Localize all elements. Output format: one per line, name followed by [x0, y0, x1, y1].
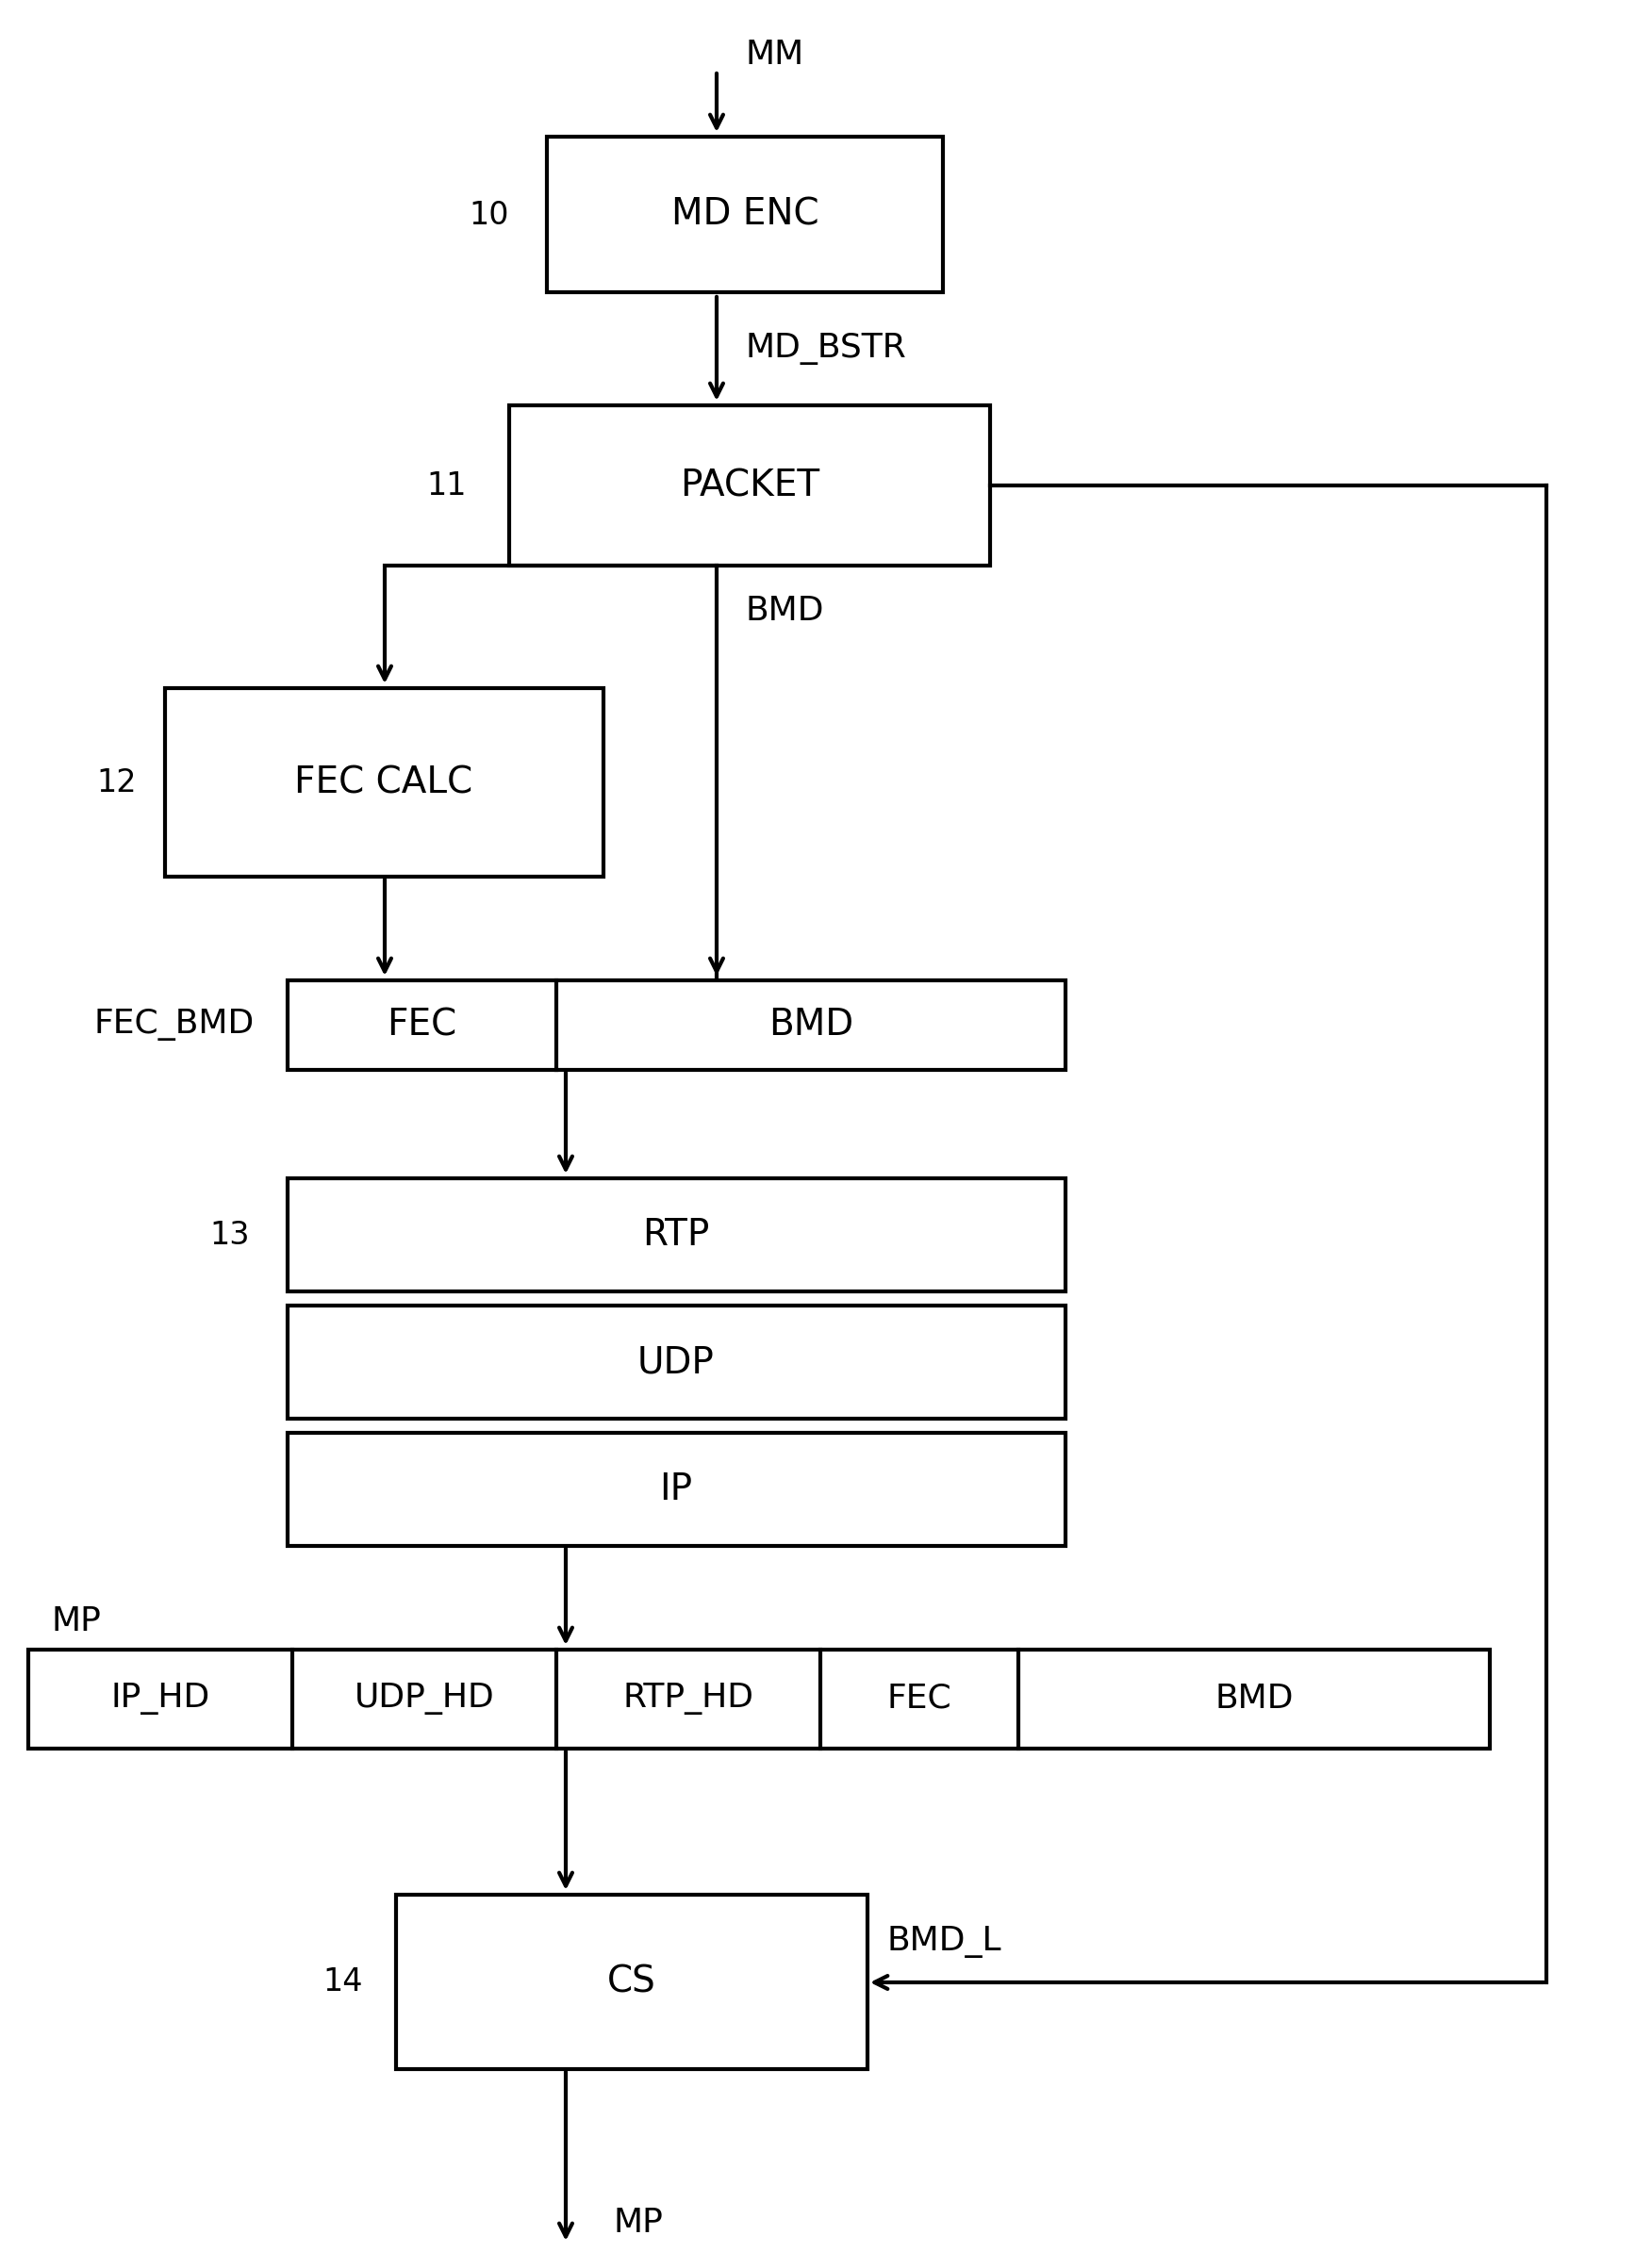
Bar: [287, 1179, 1066, 1290]
Text: 11: 11: [426, 469, 468, 501]
Text: CS: CS: [608, 1964, 656, 2000]
Text: MP: MP: [613, 2207, 662, 2239]
Text: 12: 12: [96, 767, 137, 798]
Text: MD_BSTR: MD_BSTR: [745, 333, 905, 365]
Text: IP_HD: IP_HD: [111, 1683, 210, 1715]
Bar: [287, 1306, 1066, 1420]
Text: UDP_HD: UDP_HD: [354, 1683, 494, 1715]
Text: RTP: RTP: [643, 1218, 710, 1252]
Text: RTP_HD: RTP_HD: [623, 1683, 753, 1715]
Bar: [28, 1649, 1490, 1749]
Text: BMD: BMD: [745, 594, 824, 626]
Bar: [287, 1433, 1066, 1547]
Text: IP: IP: [659, 1472, 692, 1508]
Bar: [287, 980, 1066, 1070]
Text: FEC CALC: FEC CALC: [294, 764, 472, 801]
Text: MM: MM: [745, 39, 803, 70]
Text: UDP: UDP: [638, 1345, 715, 1379]
Text: BMD: BMD: [768, 1007, 854, 1043]
Text: BMD_L: BMD_L: [887, 1926, 1001, 1957]
Bar: [547, 136, 943, 293]
Text: MP: MP: [51, 1606, 102, 1637]
Text: FEC: FEC: [387, 1007, 456, 1043]
Text: BMD: BMD: [1214, 1683, 1294, 1715]
Text: 10: 10: [469, 200, 509, 231]
Text: 13: 13: [210, 1220, 249, 1250]
Text: 14: 14: [322, 1966, 363, 1998]
Text: MD ENC: MD ENC: [671, 195, 819, 231]
Bar: [396, 1894, 867, 2068]
Text: FEC: FEC: [887, 1683, 952, 1715]
Text: PACKET: PACKET: [679, 467, 819, 503]
Bar: [509, 406, 990, 565]
Text: FEC_BMD: FEC_BMD: [94, 1009, 254, 1041]
Bar: [165, 687, 603, 878]
